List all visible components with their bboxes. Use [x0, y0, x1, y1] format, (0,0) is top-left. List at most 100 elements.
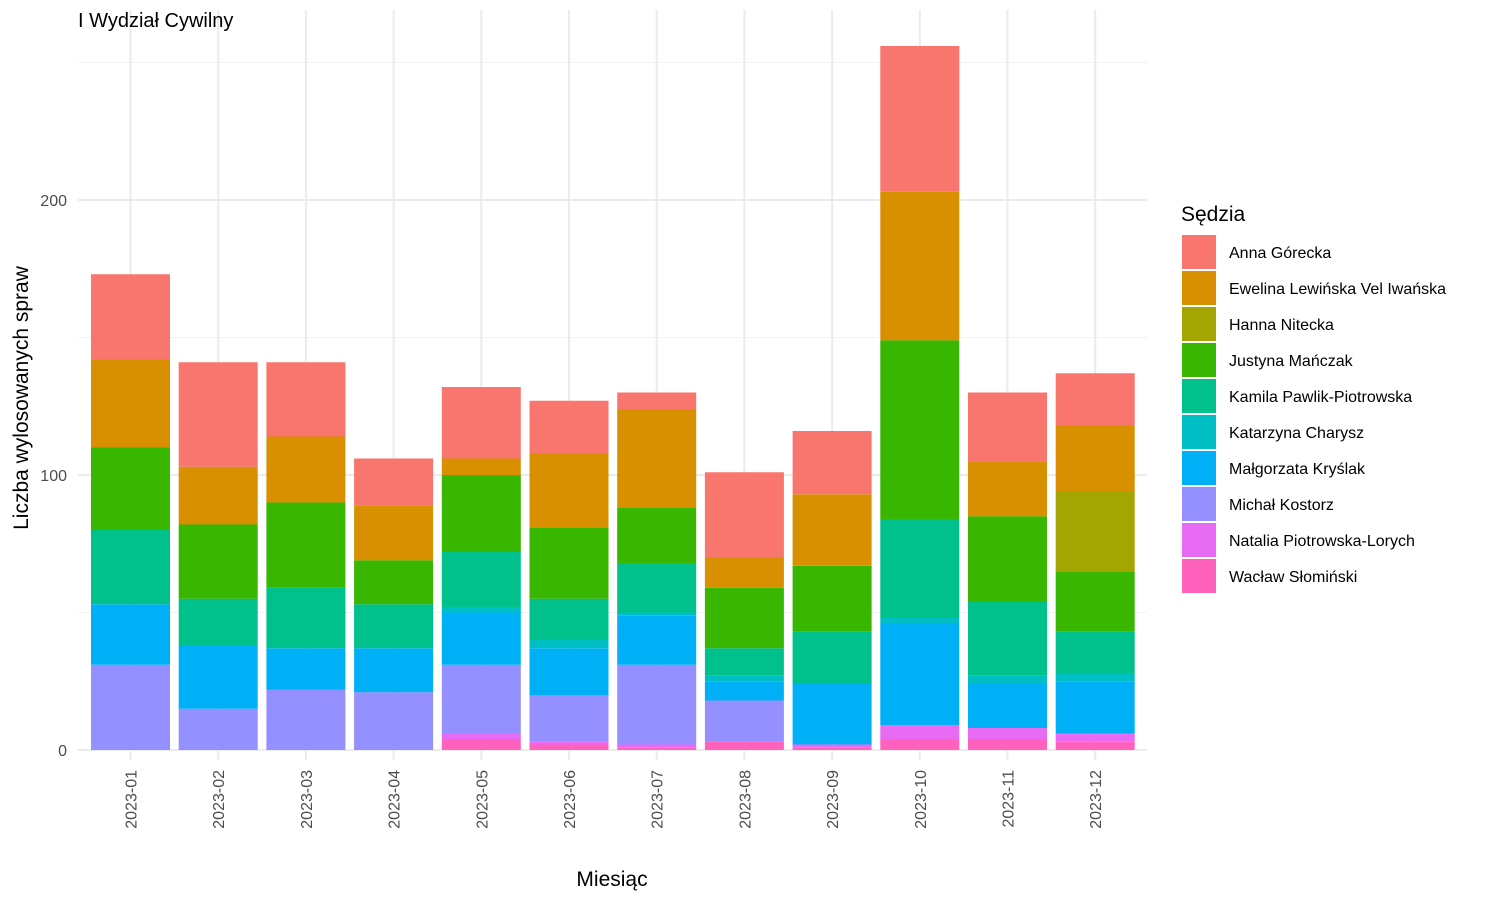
bar-segment-2023-09-9 [792, 431, 872, 495]
bar-segment-2023-08-0 [704, 741, 784, 750]
bar-segment-2023-10-6 [880, 340, 960, 519]
bar-segment-2023-02-2 [178, 708, 258, 750]
bar-segment-2023-07-5 [617, 563, 697, 613]
legend-swatch-6 [1182, 451, 1216, 485]
bar-segment-2023-04-2 [354, 692, 434, 750]
bar-segment-2023-04-3 [354, 648, 434, 693]
bar-segment-2023-11-9 [968, 392, 1047, 462]
x-tick-label-2023-07: 2023-07 [650, 770, 667, 829]
bar-segment-2023-06-4 [529, 640, 609, 649]
bar-segment-2023-05-6 [441, 475, 521, 552]
bar-segment-2023-05-2 [441, 664, 521, 734]
bar-segment-2023-08-8 [704, 557, 784, 588]
bar-segment-2023-12-5 [1055, 631, 1135, 673]
bar-segment-2023-02-8 [178, 466, 258, 525]
bar-segment-2023-11-6 [968, 516, 1047, 602]
bar-segment-2023-03-9 [266, 362, 346, 437]
legend-label-6: Małgorzata Kryślak [1229, 461, 1366, 478]
bar-segment-2023-05-9 [441, 387, 521, 459]
bar-segment-2023-04-6 [354, 560, 434, 605]
legend-swatch-5 [1182, 415, 1216, 449]
bar-segment-2023-06-0 [529, 744, 609, 750]
bar-segment-2023-11-1 [968, 728, 1047, 739]
legend-label-7: Michał Kostorz [1229, 497, 1334, 514]
x-tick-label-2023-06: 2023-06 [562, 770, 579, 829]
x-tick-label-2023-04: 2023-04 [387, 770, 404, 829]
legend-label-8: Natalia Piotrowska-Lorych [1229, 533, 1415, 550]
y-tick-label-1: 100 [40, 468, 67, 485]
legend-label-9: Wacław Słomiński [1229, 569, 1357, 586]
bar-segment-2023-12-7 [1055, 491, 1135, 572]
bar-segment-2023-04-8 [354, 505, 434, 561]
legend-label-1: Ewelina Lewińska Vel Iwańska [1229, 281, 1446, 298]
bar-segment-2023-06-2 [529, 695, 609, 742]
bar-segment-2023-12-9 [1055, 373, 1135, 426]
bar-segment-2023-08-3 [704, 681, 784, 701]
x-tick-label-2023-12: 2023-12 [1088, 770, 1105, 829]
bar-segment-2023-03-6 [266, 502, 346, 588]
legend-label-2: Hanna Nitecka [1229, 317, 1334, 334]
legend-swatch-0 [1182, 235, 1216, 269]
bar-segment-2023-10-9 [880, 46, 960, 192]
bar-segment-2023-05-3 [441, 612, 521, 665]
bar-segment-2023-10-1 [880, 725, 960, 739]
bar-segment-2023-05-5 [441, 552, 521, 607]
bar-segment-2023-11-8 [968, 461, 1047, 517]
bar-segment-2023-12-4 [1055, 673, 1135, 682]
legend-swatch-2 [1182, 307, 1216, 341]
x-tick-label-2023-01: 2023-01 [124, 770, 141, 829]
bar-segment-2023-07-4 [617, 612, 697, 616]
bar-segment-2023-11-5 [968, 601, 1047, 676]
legend-label-4: Kamila Pawlik-Piotrowska [1229, 389, 1412, 406]
bar-segment-2023-07-0 [617, 747, 697, 750]
bar-segment-2023-09-3 [792, 684, 872, 745]
bar-segment-2023-12-1 [1055, 733, 1135, 742]
bar-segment-2023-01-2 [91, 664, 170, 750]
bar-segment-2023-12-8 [1055, 425, 1135, 492]
y-axis-title: Liczba wylosowanych spraw [10, 265, 33, 530]
bar-segment-2023-03-3 [266, 648, 346, 690]
bar-segment-2023-03-2 [266, 689, 346, 750]
legend-swatch-1 [1182, 271, 1216, 305]
bar-segment-2023-12-3 [1055, 681, 1135, 734]
bar-segment-2023-06-5 [529, 598, 609, 640]
legend-swatch-8 [1182, 523, 1216, 557]
x-tick-label-2023-10: 2023-10 [913, 770, 930, 829]
bar-segment-2023-12-6 [1055, 571, 1135, 632]
bar-segment-2023-07-2 [617, 664, 697, 745]
bar-segment-2023-07-8 [617, 409, 697, 508]
bar-segment-2023-06-8 [529, 453, 609, 528]
bar-segment-2023-08-4 [704, 675, 784, 682]
bar-segment-2023-10-5 [880, 519, 960, 618]
legend-title: Sędzia [1181, 203, 1246, 226]
bar-segment-2023-04-5 [354, 604, 434, 649]
bar-segment-2023-12-0 [1055, 741, 1135, 750]
bar-segment-2023-10-3 [880, 623, 960, 726]
bar-segment-2023-05-0 [441, 739, 521, 750]
bar-segment-2023-01-6 [91, 447, 170, 530]
bar-segment-2023-11-4 [968, 675, 1047, 684]
legend-label-0: Anna Górecka [1229, 245, 1331, 262]
bar-segment-2023-01-3 [91, 604, 170, 665]
x-tick-label-2023-02: 2023-02 [211, 770, 228, 829]
x-tick-label-2023-09: 2023-09 [825, 770, 842, 829]
bar-segment-2023-06-1 [529, 741, 609, 745]
bar-segment-2023-11-0 [968, 739, 1047, 750]
bar-segment-2023-02-3 [178, 645, 258, 709]
legend-label-3: Justyna Mańczak [1229, 353, 1354, 370]
bar-segment-2023-06-9 [529, 400, 609, 453]
bar-segment-2023-11-3 [968, 684, 1047, 728]
x-tick-label-2023-11: 2023-11 [1001, 770, 1018, 828]
legend: Sędzia Anna Górecka Ewelina Lewińska Vel … [1181, 203, 1446, 593]
bar-segment-2023-03-8 [266, 436, 346, 503]
bar-segment-2023-01-5 [91, 530, 170, 605]
bar-segment-2023-06-6 [529, 527, 609, 599]
bar-segment-2023-08-9 [704, 472, 784, 558]
bar-segment-2023-09-1 [792, 744, 872, 748]
legend-swatch-7 [1182, 487, 1216, 521]
x-tick-label-2023-08: 2023-08 [737, 770, 754, 829]
bar-segment-2023-02-9 [178, 362, 258, 467]
axes: 0 100 200 2023-01 2023-02 2023-03 2023-04 2023-… [40, 193, 1105, 829]
bar-segment-2023-08-2 [704, 700, 784, 742]
bar-segment-2023-06-3 [529, 648, 609, 695]
